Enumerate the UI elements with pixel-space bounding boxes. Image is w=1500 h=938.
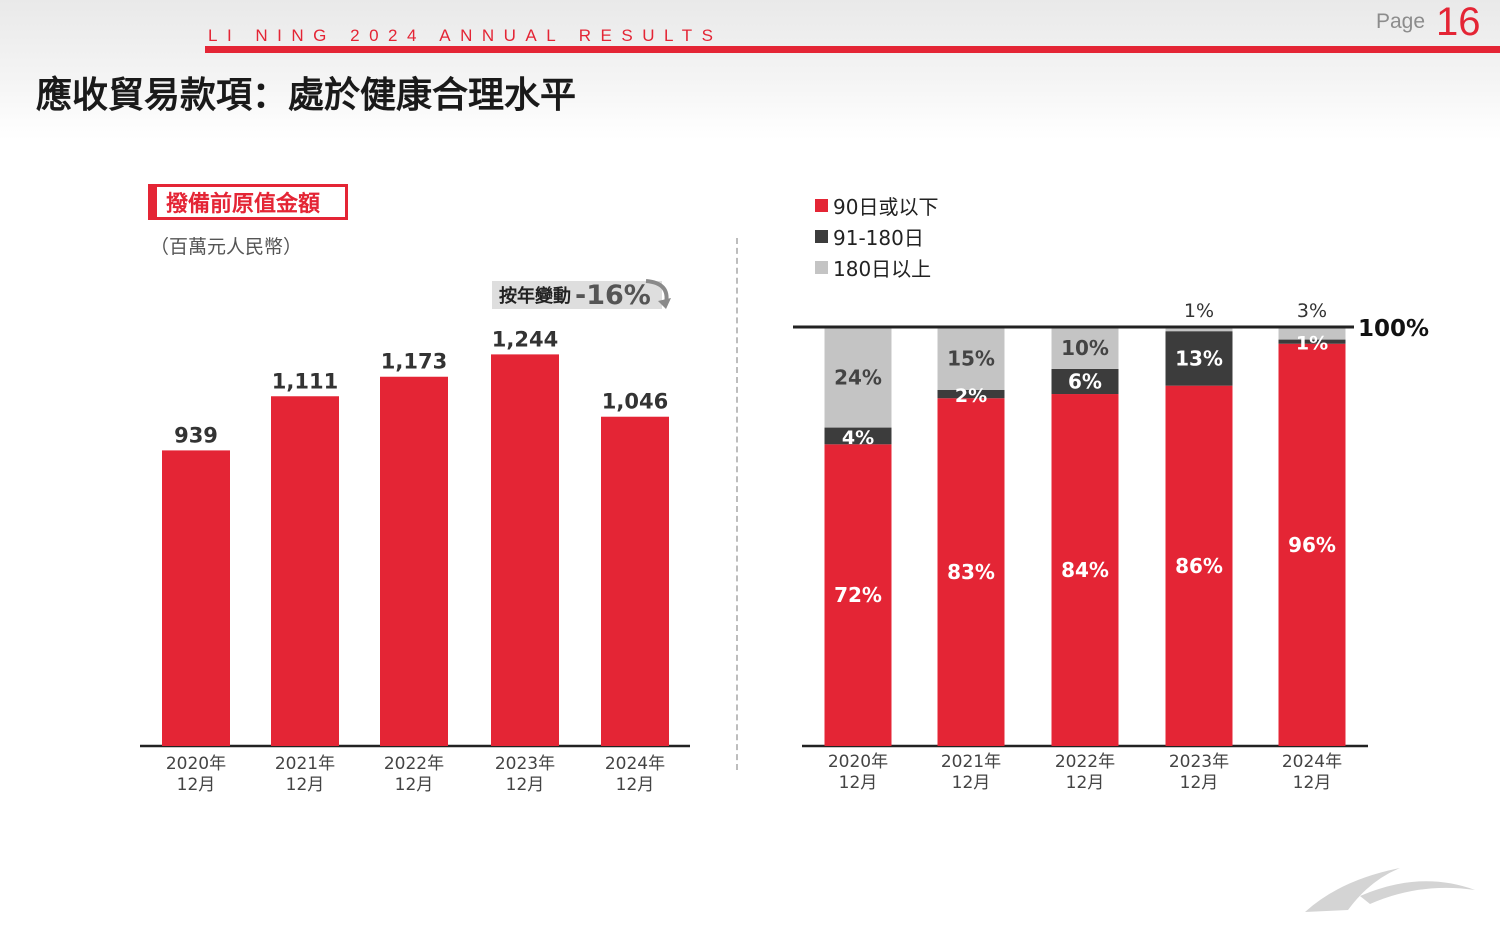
stacked-bar-segment [1165, 327, 1233, 332]
segment-label: 24% [834, 365, 882, 389]
chart-subtitle: 撥備前原值金額 [166, 192, 321, 217]
x-tick-label: 12月 [839, 773, 878, 793]
x-tick-label: 12月 [1066, 773, 1105, 793]
bar [491, 354, 559, 746]
stacked-bar-segment [1051, 394, 1119, 746]
curved-arrow-icon [645, 279, 671, 309]
bar [162, 450, 230, 746]
legend-label: 180日以上 [833, 257, 932, 281]
x-tick-label: 2020年 [166, 754, 226, 774]
x-tick-label: 2021年 [275, 754, 335, 774]
stacked-bar-segment [824, 427, 892, 445]
header-red-rule [205, 46, 1500, 53]
x-tick-label: 2023年 [495, 754, 555, 774]
segment-label: 6% [1068, 369, 1102, 393]
segment-label: 1% [1184, 300, 1214, 322]
x-tick-label: 12月 [177, 775, 216, 795]
panel-divider [736, 238, 738, 770]
bar-value-label: 939 [174, 423, 218, 447]
stacked-bar-segment [937, 398, 1005, 746]
x-tick-label: 12月 [286, 775, 325, 795]
stacked-bar-segment [1278, 327, 1346, 340]
legend-item: 90日或以下 [815, 190, 938, 221]
stacked-bar-segment [1278, 343, 1346, 746]
x-tick-label: 12月 [1180, 773, 1219, 793]
stacked-bar-segment [1278, 339, 1346, 344]
stacked-bar-segment [937, 327, 1005, 390]
stacked-bar-segment [824, 327, 892, 428]
legend-swatch [815, 261, 828, 274]
segment-label: 4% [842, 427, 874, 449]
segment-label: 3% [1297, 300, 1327, 322]
x-tick-label: 12月 [952, 773, 991, 793]
segment-label: 86% [1175, 554, 1223, 578]
x-tick-label: 2021年 [941, 752, 1001, 772]
x-tick-label: 12月 [616, 775, 655, 795]
x-tick-label: 2022年 [384, 754, 444, 774]
legend-item: 180日以上 [815, 252, 938, 283]
bar-value-label: 1,173 [381, 350, 447, 374]
segment-label: 72% [834, 583, 882, 607]
stacked-bar-segment [1051, 368, 1119, 395]
segment-label: 15% [947, 346, 995, 370]
x-tick-label: 12月 [395, 775, 434, 795]
segment-label: 96% [1288, 533, 1336, 557]
legend-item: 91-180日 [815, 221, 938, 252]
x-tick-label: 2020年 [828, 752, 888, 772]
stacked-bar-segment [1165, 331, 1233, 386]
stacked-bar-segment [1051, 327, 1119, 369]
page-number: 16 [1436, 0, 1481, 44]
bar-value-label: 1,111 [272, 369, 338, 393]
segment-label: 2% [955, 385, 987, 407]
legend-swatch [815, 230, 828, 243]
x-tick-label: 2024年 [1282, 752, 1342, 772]
x-tick-label: 12月 [1293, 773, 1332, 793]
x-tick-label: 2024年 [605, 754, 665, 774]
unit-label: （百萬元人民幣） [150, 236, 303, 258]
bar [271, 396, 339, 746]
bar [601, 416, 669, 746]
chart-subtitle-box: 撥備前原值金額 [148, 184, 348, 220]
reference-label: 100% [1358, 316, 1429, 342]
segment-label: 83% [947, 560, 995, 584]
legend: 90日或以下 91-180日 180日以上 [815, 190, 938, 283]
brand-tagline: LI NING 2024 ANNUAL RESULTS [208, 26, 723, 45]
yoy-label: 按年變動 [499, 286, 571, 307]
legend-label: 91-180日 [833, 226, 924, 250]
page-label: Page [1376, 10, 1426, 33]
header-background [0, 0, 1500, 140]
yoy-value: -16% [575, 279, 651, 311]
slide-title: 應收貿易款項：處於健康合理水平 [36, 75, 577, 116]
bar [380, 376, 448, 746]
x-tick-label: 2023年 [1169, 752, 1229, 772]
yoy-badge: 按年變動 -16% [492, 279, 662, 311]
segment-label: 13% [1175, 346, 1223, 370]
legend-swatch [815, 199, 828, 212]
bar-value-label: 1,046 [602, 390, 668, 414]
stacked-bar-segment [1165, 385, 1233, 746]
legend-label: 90日或以下 [833, 195, 939, 219]
segment-label: 84% [1061, 558, 1109, 582]
stacked-bar-segment [824, 444, 892, 746]
x-tick-label: 12月 [506, 775, 545, 795]
stacked-bar-segment [937, 389, 1005, 399]
li-ning-logo-icon [1305, 868, 1475, 912]
x-tick-label: 2022年 [1055, 752, 1115, 772]
segment-label: 10% [1061, 336, 1109, 360]
segment-label: 1% [1296, 333, 1328, 355]
bar-value-label: 1,244 [492, 327, 558, 351]
